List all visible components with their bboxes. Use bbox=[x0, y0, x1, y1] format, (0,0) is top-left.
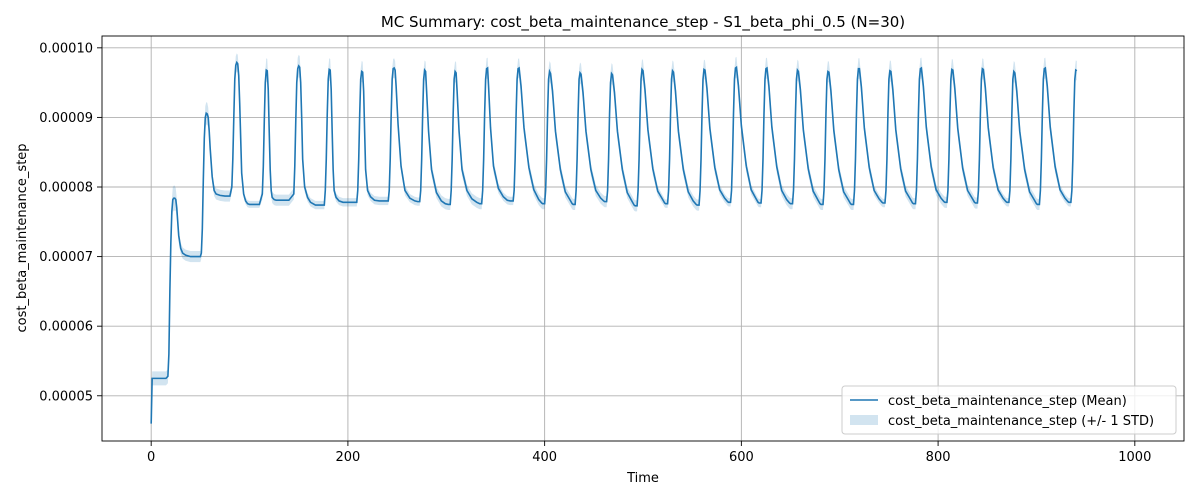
legend-mean-label: cost_beta_maintenance_step (Mean) bbox=[888, 394, 1127, 409]
y-tick-label: 0.00008 bbox=[39, 181, 93, 196]
y-tick-label: 0.00006 bbox=[39, 320, 93, 335]
x-tick-label: 400 bbox=[532, 450, 557, 465]
y-tick-label: 0.00010 bbox=[39, 41, 93, 56]
x-tick-label: 200 bbox=[335, 450, 360, 465]
x-tick-label: 0 bbox=[147, 450, 155, 465]
legend-box bbox=[841, 385, 1177, 435]
x-tick-label: 800 bbox=[926, 450, 951, 465]
x-tick-label: 1000 bbox=[1118, 450, 1151, 465]
y-axis-label: cost_beta_maintenance_step bbox=[15, 143, 30, 332]
y-tick-label: 0.00009 bbox=[39, 111, 93, 126]
y-axis: 0.00005 0.00006 0.00007 0.00008 0.00009 0.000… bbox=[39, 41, 102, 404]
y-tick-label: 0.00007 bbox=[39, 250, 93, 265]
mean-line bbox=[150, 60, 1078, 424]
legend-std-swatch bbox=[850, 415, 878, 425]
x-axis: 0 200 400 600 800 1000 bbox=[147, 441, 1151, 465]
grid bbox=[102, 36, 1184, 441]
legend-std-label: cost_beta_maintenance_step (+/- 1 STD) bbox=[888, 414, 1154, 429]
x-axis-label: Time bbox=[626, 471, 659, 486]
x-tick-label: 600 bbox=[729, 450, 754, 465]
y-tick-label: 0.00005 bbox=[39, 389, 93, 404]
chart-title: MC Summary: cost_beta_maintenance_step -… bbox=[381, 13, 905, 32]
plot-frame bbox=[101, 35, 1185, 442]
legend: cost_beta_maintenance_step (Mean) cost_b… bbox=[841, 385, 1177, 435]
